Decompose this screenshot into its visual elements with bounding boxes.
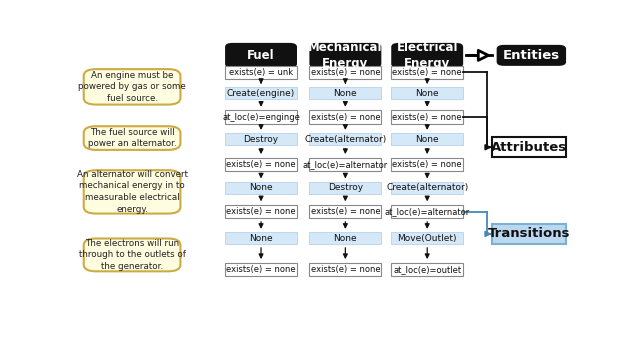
Text: Attributes: Attributes [491,141,567,154]
FancyBboxPatch shape [84,238,180,271]
Text: None: None [415,135,439,144]
Text: exists(e) = none: exists(e) = none [310,207,380,216]
FancyBboxPatch shape [391,182,463,194]
FancyBboxPatch shape [225,263,297,276]
Text: Create(alternator): Create(alternator) [304,135,387,144]
Text: exists(e) = none: exists(e) = none [392,68,462,77]
FancyBboxPatch shape [309,232,381,244]
Text: exists(e) = none: exists(e) = none [226,160,296,169]
FancyBboxPatch shape [225,158,297,171]
FancyBboxPatch shape [391,205,463,219]
Text: None: None [249,183,273,192]
Text: Destroy: Destroy [243,135,278,144]
Text: at_loc(e)=outlet: at_loc(e)=outlet [393,265,461,274]
Text: Entities: Entities [503,49,560,62]
FancyBboxPatch shape [309,182,381,194]
FancyBboxPatch shape [497,45,566,66]
FancyBboxPatch shape [225,205,297,219]
Text: Transitions: Transitions [488,227,570,240]
FancyBboxPatch shape [391,43,463,68]
FancyBboxPatch shape [309,205,381,219]
FancyBboxPatch shape [309,87,381,100]
FancyBboxPatch shape [391,158,463,171]
FancyBboxPatch shape [391,263,463,276]
Text: exists(e) = none: exists(e) = none [310,68,380,77]
Text: None: None [415,89,439,98]
Text: exists(e) = none: exists(e) = none [226,265,296,274]
Text: at_loc(e)=alternator: at_loc(e)=alternator [385,207,470,216]
Text: exists(e) = none: exists(e) = none [226,207,296,216]
FancyBboxPatch shape [309,133,381,145]
Text: None: None [333,234,357,243]
FancyBboxPatch shape [492,137,566,157]
FancyBboxPatch shape [84,170,180,213]
Text: Create(alternator): Create(alternator) [386,183,468,192]
FancyBboxPatch shape [391,110,463,124]
FancyBboxPatch shape [225,65,297,79]
FancyBboxPatch shape [391,65,463,79]
FancyBboxPatch shape [391,133,463,145]
FancyBboxPatch shape [225,110,297,124]
FancyBboxPatch shape [309,263,381,276]
Text: Mechanical
Energy: Mechanical Energy [308,41,383,70]
FancyBboxPatch shape [492,224,566,244]
Text: at_loc(e)=alternator: at_loc(e)=alternator [303,160,388,169]
Text: exists(e) = none: exists(e) = none [392,160,462,169]
Text: The fuel source will
power an alternator.: The fuel source will power an alternator… [88,128,177,148]
Text: Destroy: Destroy [328,183,363,192]
FancyBboxPatch shape [84,126,180,150]
FancyBboxPatch shape [225,87,297,100]
FancyBboxPatch shape [84,69,180,105]
Text: The electrons will run
through to the outlets of
the generator.: The electrons will run through to the ou… [79,239,186,271]
FancyBboxPatch shape [225,232,297,244]
Text: Electrical
Energy: Electrical Energy [396,41,458,70]
FancyBboxPatch shape [309,110,381,124]
FancyBboxPatch shape [309,65,381,79]
Text: exists(e) = unk: exists(e) = unk [229,68,293,77]
FancyBboxPatch shape [391,232,463,244]
Text: An alternator will convert
mechanical energy in to
measurable electrical
energy.: An alternator will convert mechanical en… [77,170,188,214]
Text: exists(e) = none: exists(e) = none [392,113,462,121]
Text: Create(engine): Create(engine) [227,89,295,98]
Text: Fuel: Fuel [247,49,275,62]
Text: None: None [249,234,273,243]
FancyBboxPatch shape [225,43,297,68]
Text: An engine must be
powered by gas or some
fuel source.: An engine must be powered by gas or some… [78,71,186,103]
FancyBboxPatch shape [309,43,381,68]
Text: Move(Outlet): Move(Outlet) [397,234,457,243]
Text: exists(e) = none: exists(e) = none [310,113,380,121]
Text: at_loc(e)=enginge: at_loc(e)=enginge [222,113,300,121]
Text: None: None [333,89,357,98]
Text: exists(e) = none: exists(e) = none [310,265,380,274]
FancyBboxPatch shape [309,158,381,171]
FancyBboxPatch shape [225,133,297,145]
FancyBboxPatch shape [391,87,463,100]
FancyBboxPatch shape [225,182,297,194]
